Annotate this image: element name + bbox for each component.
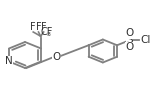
Text: O: O <box>125 42 133 52</box>
Text: O: O <box>125 28 133 38</box>
Text: S: S <box>126 35 133 45</box>
Text: CF: CF <box>40 27 53 36</box>
Text: N: N <box>5 57 13 66</box>
Text: O: O <box>53 52 61 62</box>
Text: 3: 3 <box>47 32 50 37</box>
Text: Cl: Cl <box>140 35 151 45</box>
Text: F: F <box>36 21 41 32</box>
Text: F: F <box>30 21 36 32</box>
Text: F: F <box>41 21 47 32</box>
